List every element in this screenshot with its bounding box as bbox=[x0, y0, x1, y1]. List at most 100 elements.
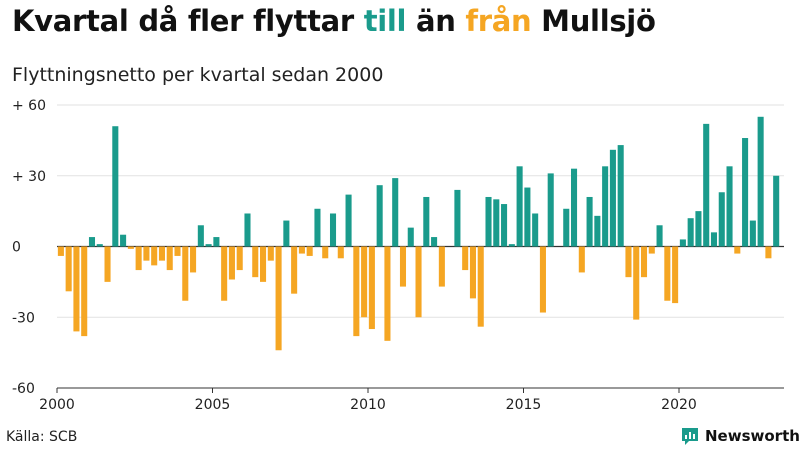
bar bbox=[104, 246, 111, 282]
bar bbox=[190, 246, 197, 273]
bar bbox=[345, 194, 352, 247]
bar bbox=[298, 246, 305, 254]
bar bbox=[742, 138, 749, 247]
x-tick-label: 2020 bbox=[661, 397, 697, 413]
source-note: Källa: SCB bbox=[6, 429, 78, 445]
bar bbox=[594, 215, 601, 247]
bar bbox=[485, 196, 492, 247]
bar bbox=[469, 246, 476, 299]
bar bbox=[407, 227, 414, 247]
bar bbox=[275, 246, 282, 351]
bar bbox=[539, 246, 546, 313]
bar bbox=[65, 246, 72, 292]
bar bbox=[749, 220, 756, 247]
bar bbox=[96, 244, 103, 247]
bar bbox=[120, 234, 127, 247]
bar bbox=[625, 246, 632, 278]
newsworthy-logo-icon bbox=[682, 428, 698, 445]
bar bbox=[672, 246, 679, 304]
x-tick-label: 2015 bbox=[506, 397, 542, 413]
bar bbox=[726, 166, 733, 247]
bar bbox=[648, 246, 655, 254]
bar bbox=[703, 123, 710, 247]
bar bbox=[361, 246, 368, 318]
title-word-in: till bbox=[363, 4, 407, 38]
bar bbox=[773, 175, 780, 247]
y-tick-label: + 30 bbox=[12, 169, 46, 185]
bar bbox=[182, 246, 189, 301]
bar bbox=[516, 166, 523, 247]
bar bbox=[399, 246, 407, 287]
bar bbox=[283, 220, 290, 247]
bar bbox=[267, 246, 274, 261]
bar bbox=[454, 189, 461, 247]
bar bbox=[609, 149, 616, 247]
bar bbox=[252, 246, 259, 278]
bar bbox=[329, 213, 337, 247]
bar bbox=[664, 246, 671, 301]
bar bbox=[640, 246, 648, 278]
bar bbox=[166, 246, 173, 271]
bar bbox=[547, 173, 554, 247]
chart-subtitle: Flyttningsnetto per kvartal sedan 2000 bbox=[12, 64, 384, 86]
bar bbox=[477, 246, 484, 327]
title-part3: Mullsjö bbox=[531, 4, 656, 38]
bar bbox=[260, 246, 267, 282]
bar bbox=[438, 246, 445, 287]
bar bbox=[384, 246, 391, 341]
bar bbox=[322, 246, 329, 259]
bar bbox=[368, 246, 375, 330]
bar bbox=[174, 246, 181, 256]
bar bbox=[221, 246, 228, 301]
bar bbox=[679, 239, 686, 247]
bar bbox=[291, 246, 298, 294]
title-part2: än bbox=[406, 4, 466, 38]
bar bbox=[586, 196, 593, 247]
bar bbox=[213, 237, 220, 247]
bar bbox=[462, 246, 469, 271]
bar bbox=[734, 246, 741, 254]
bar bbox=[376, 185, 383, 247]
bar bbox=[306, 246, 313, 256]
bar bbox=[524, 187, 531, 247]
bar bbox=[236, 246, 243, 271]
y-tick-label: -60 bbox=[12, 381, 35, 397]
bar bbox=[135, 246, 142, 271]
y-tick-label: + 60 bbox=[12, 98, 46, 114]
bar bbox=[353, 246, 360, 337]
bar bbox=[757, 116, 764, 247]
bar bbox=[493, 199, 500, 247]
bar bbox=[151, 246, 158, 266]
bar bbox=[602, 166, 609, 247]
bar bbox=[765, 246, 772, 259]
bar bbox=[81, 246, 88, 337]
bar bbox=[244, 213, 251, 247]
bar bbox=[508, 244, 515, 247]
bar bbox=[617, 145, 624, 247]
bar bbox=[532, 213, 539, 247]
x-tick-label: 2010 bbox=[350, 397, 386, 413]
brand-name: Newsworthy bbox=[705, 427, 800, 445]
bar bbox=[314, 208, 321, 247]
bar bbox=[127, 246, 134, 249]
bar bbox=[423, 196, 430, 247]
bar bbox=[228, 246, 235, 280]
x-tick-label: 2005 bbox=[195, 397, 231, 413]
x-tick-label: 2000 bbox=[39, 397, 75, 413]
bar bbox=[415, 246, 422, 318]
bar bbox=[392, 178, 399, 247]
bar bbox=[710, 232, 718, 247]
bar bbox=[695, 211, 702, 247]
bar bbox=[501, 204, 508, 247]
bar bbox=[73, 246, 80, 332]
bar bbox=[143, 246, 150, 261]
bar bbox=[563, 208, 570, 247]
bar bbox=[571, 168, 578, 247]
title-part1: Kvartal då fler flyttar bbox=[12, 4, 364, 38]
bar bbox=[337, 246, 344, 259]
bar bbox=[205, 244, 212, 247]
bar bbox=[88, 237, 96, 247]
bar bbox=[633, 246, 640, 320]
bar bbox=[656, 225, 663, 247]
